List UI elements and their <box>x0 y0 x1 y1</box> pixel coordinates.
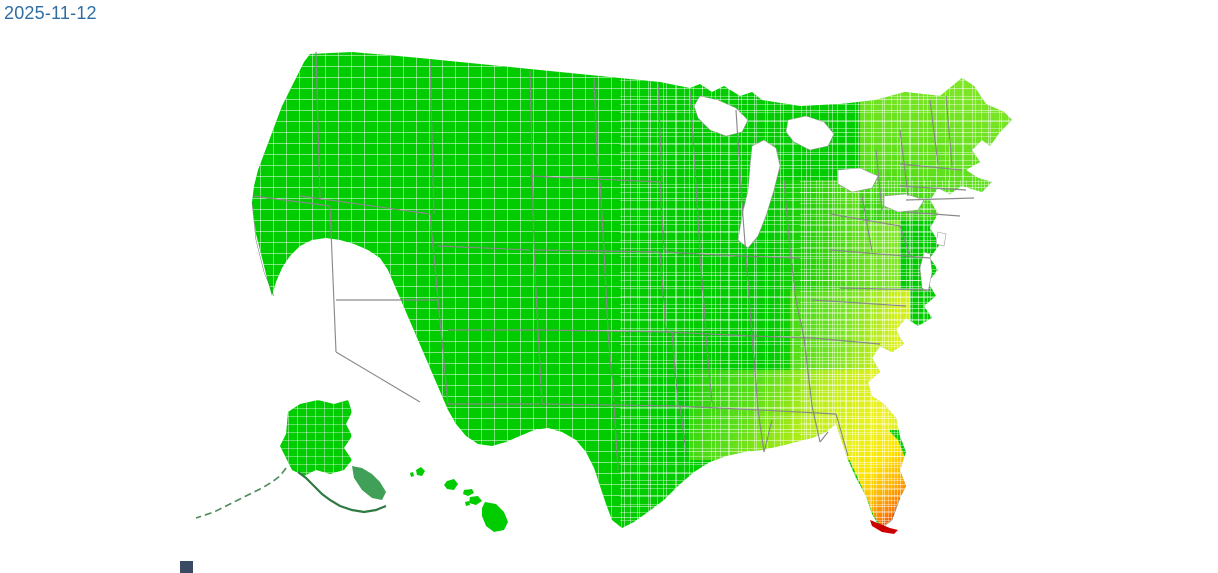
hawaii-oahu <box>444 479 458 490</box>
alaska-county-grid <box>280 400 352 476</box>
hawaii-kauai <box>416 467 425 476</box>
hawaii-inset[interactable] <box>410 467 508 532</box>
hawaii-big-island <box>482 502 508 532</box>
aleutian-islands <box>195 466 387 519</box>
bays <box>919 231 947 293</box>
hawaii-lanai <box>465 501 470 506</box>
hawaii-niihau <box>410 472 414 477</box>
page-title: 2025-11-12 <box>4 3 97 23</box>
county-grid-seaboard <box>800 180 1012 528</box>
alaska-inset[interactable] <box>195 395 387 519</box>
legend-swatch[interactable] <box>180 561 193 573</box>
hawaii-maui <box>469 496 482 505</box>
great-lakes <box>693 95 925 249</box>
florida-keys <box>870 520 898 534</box>
state-borders <box>253 51 975 471</box>
hawaii-molokai <box>463 489 474 496</box>
